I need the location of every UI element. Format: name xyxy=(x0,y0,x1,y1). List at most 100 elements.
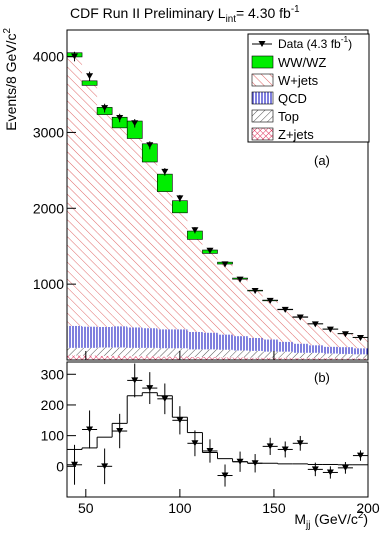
legend-symbol xyxy=(252,110,273,122)
x-tick-label: 50 xyxy=(78,500,94,516)
histogram-bar xyxy=(293,344,308,353)
histogram-bar xyxy=(248,351,263,358)
histogram-bar xyxy=(127,356,142,360)
legend-label: Top xyxy=(278,109,299,124)
histogram-bar xyxy=(187,332,202,349)
chart-title-part: CDF Run II Preliminary L xyxy=(70,5,226,21)
histogram-bar xyxy=(112,347,127,355)
legend-label-part: Data (4.3 fb xyxy=(278,37,341,51)
histogram-bar xyxy=(278,310,293,342)
histogram-bar xyxy=(82,327,97,348)
annotation: (a) xyxy=(314,153,330,168)
y-tick-label: 1000 xyxy=(33,276,64,292)
x-tick-label: 150 xyxy=(262,500,286,516)
histogram-bar xyxy=(263,352,278,358)
histogram-bar xyxy=(248,338,263,351)
histogram-bar xyxy=(172,213,187,329)
histogram-bar xyxy=(142,328,157,348)
histogram-bar xyxy=(172,329,187,348)
x-axis-label-part: M xyxy=(294,511,306,527)
histogram-bar xyxy=(97,347,112,355)
histogram-bar xyxy=(112,356,127,360)
histogram-bar xyxy=(157,357,172,360)
y-tick-label: 100 xyxy=(41,428,65,444)
histogram-bar xyxy=(278,342,293,352)
chart-title: CDF Run II Preliminary Lint= 4.30 fb-1 xyxy=(70,4,300,25)
y-tick-label: 2000 xyxy=(33,200,64,216)
histogram-bar xyxy=(127,327,142,347)
y-tick-label: 300 xyxy=(41,366,65,382)
histogram-bar xyxy=(218,264,233,335)
histogram-bar xyxy=(142,356,157,360)
y-axis-label: Events/8 GeV/c2 xyxy=(2,28,19,131)
y-tick-label: 4000 xyxy=(33,49,64,65)
histogram-bar xyxy=(67,355,82,360)
y-tick-label: 0 xyxy=(56,458,64,474)
x-tick-label: 100 xyxy=(168,500,192,516)
histogram-bar xyxy=(112,326,127,347)
histogram-bar xyxy=(263,340,278,352)
histogram-bar xyxy=(157,329,172,348)
histogram-bar xyxy=(82,85,97,326)
histogram-bar xyxy=(67,348,82,356)
histogram-bar xyxy=(308,345,323,353)
histogram-bar xyxy=(263,301,278,340)
legend-label: WW/WZ xyxy=(278,55,326,70)
x-axis-label-part: (GeV/c xyxy=(310,511,357,527)
histogram-bar xyxy=(157,174,172,191)
histogram-bar xyxy=(97,115,112,327)
histogram-bar xyxy=(172,201,187,213)
histogram-bar xyxy=(82,355,97,360)
histogram-bar xyxy=(67,326,82,348)
legend-label: QCD xyxy=(278,91,307,106)
histogram-bar xyxy=(308,353,323,358)
histogram-bar xyxy=(157,192,172,330)
histogram-bar xyxy=(202,333,217,350)
histogram-bar xyxy=(187,349,202,357)
y-tick-label: 3000 xyxy=(33,124,64,140)
histogram-bar xyxy=(353,354,368,358)
legend-symbol xyxy=(252,74,273,86)
histogram-bar xyxy=(97,327,112,347)
chart-title-part: = 4.30 fb xyxy=(236,5,291,21)
histogram-bar xyxy=(187,239,202,332)
y-tick-label: 200 xyxy=(41,397,65,413)
legend-label-part: ) xyxy=(348,37,352,51)
histogram-bar xyxy=(218,335,233,350)
histogram-bar xyxy=(82,81,97,86)
histogram-bar xyxy=(233,351,248,358)
histogram-bar xyxy=(338,354,353,359)
histogram-bar xyxy=(112,128,127,326)
chart-title-part: int xyxy=(226,14,237,25)
histogram-bar xyxy=(142,348,157,356)
histogram-bar xyxy=(202,253,217,332)
histogram-bar xyxy=(127,348,142,356)
histogram-bar xyxy=(338,347,353,354)
histogram-bar xyxy=(127,138,142,327)
histogram-bar xyxy=(97,356,112,360)
chart-title-part: -1 xyxy=(291,4,300,15)
histogram-bar xyxy=(278,352,293,358)
histogram-bar xyxy=(323,354,338,359)
legend-label: Z+jets xyxy=(278,127,314,142)
histogram-bar xyxy=(293,353,308,358)
legend-symbol xyxy=(252,56,273,68)
annotation: (b) xyxy=(314,370,330,385)
histogram-bar xyxy=(353,348,368,354)
legend-label: W+jets xyxy=(278,73,319,88)
histogram-bar xyxy=(218,350,233,358)
data-point xyxy=(86,73,93,79)
y-axis-label-part: Events/8 GeV/c xyxy=(3,33,19,130)
histogram-bar xyxy=(142,162,157,328)
x-tick-label: 200 xyxy=(356,500,380,516)
histogram-bar xyxy=(323,347,338,354)
histogram-bar xyxy=(82,348,97,356)
histogram-bar xyxy=(233,336,248,350)
histogram-bar xyxy=(202,349,217,357)
histogram-bar xyxy=(67,57,82,326)
histogram-bar xyxy=(248,291,263,338)
legend-symbol xyxy=(252,128,273,140)
y-axis-label-part: 2 xyxy=(2,28,13,33)
